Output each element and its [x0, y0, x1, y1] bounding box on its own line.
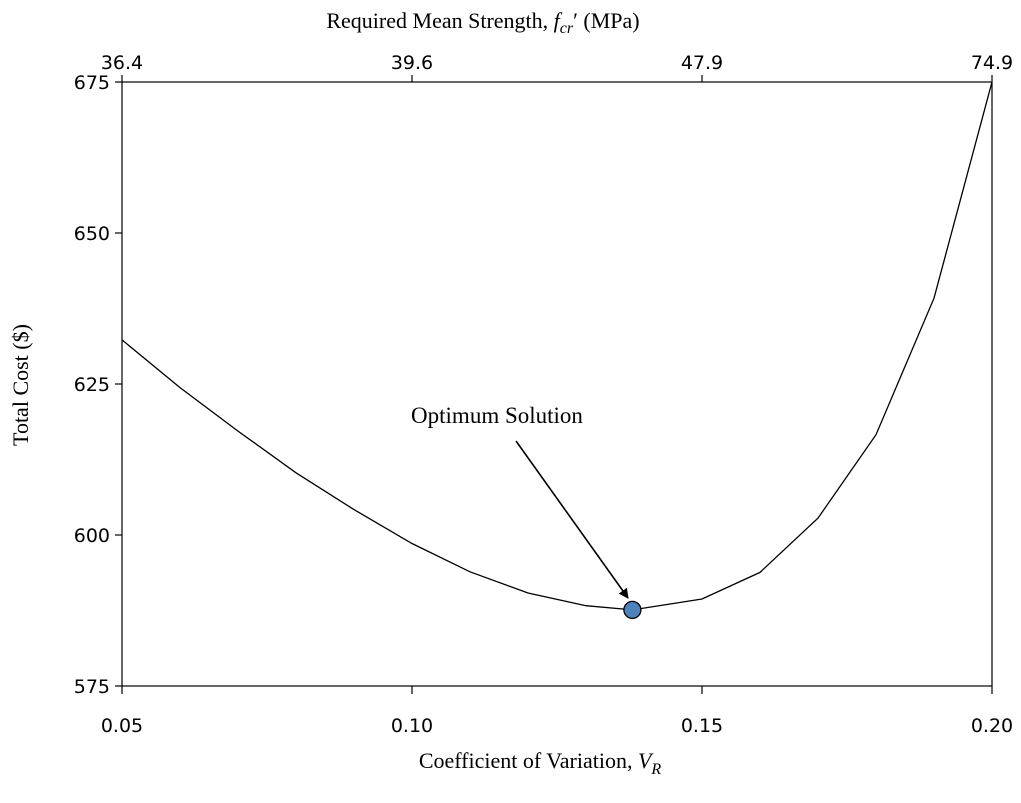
optimum-annotation-arrow [515, 440, 629, 599]
x-axis-title-subscript: R [650, 761, 661, 778]
top-axis-title-prefix: Required Mean Strength, [326, 8, 553, 33]
plot-area-frame [121, 81, 993, 687]
y-tick-label: 650 [74, 223, 110, 245]
top-axis-title-subscript: cr [560, 20, 574, 37]
top-tick-label: 47.9 [681, 52, 723, 74]
top-tick-label: 74.9 [971, 52, 1013, 74]
top-tick-label: 36.4 [101, 52, 143, 74]
x-axis-title: Coefficient of Variation, VR [419, 748, 662, 778]
ticks-layer [115, 75, 993, 694]
y-tick-label: 600 [74, 525, 110, 547]
series-line-total-cost [121, 81, 993, 611]
x-axis-title-text: Coefficient of Variation, [419, 748, 638, 773]
tick-labels-layer: 0.05 0.10 0.15 0.20 36.4 39.6 47.9 74.9 575 600 62… [74, 52, 1013, 737]
top-tick-label: 39.6 [391, 52, 433, 74]
x-tick-label: 0.15 [681, 715, 723, 737]
y-axis-title: Total Cost ($) [8, 324, 33, 446]
y-tick-label: 675 [74, 72, 110, 94]
x-tick-label: 0.05 [101, 715, 143, 737]
top-axis-title-symbol: f [554, 8, 563, 33]
optimum-point-marker [623, 600, 642, 620]
x-axis-title-symbol: V [638, 748, 654, 773]
x-tick-label: 0.10 [391, 715, 433, 737]
optimum-annotation-label: Optimum Solution [411, 403, 583, 428]
top-axis-title-suffix: ′ (MPa) [573, 8, 640, 33]
x-tick-label: 0.20 [971, 715, 1013, 737]
y-tick-label: 575 [74, 676, 110, 698]
y-tick-label: 625 [74, 374, 110, 396]
top-axis-title: Required Mean Strength, fcr′ (MPa) [326, 8, 639, 37]
